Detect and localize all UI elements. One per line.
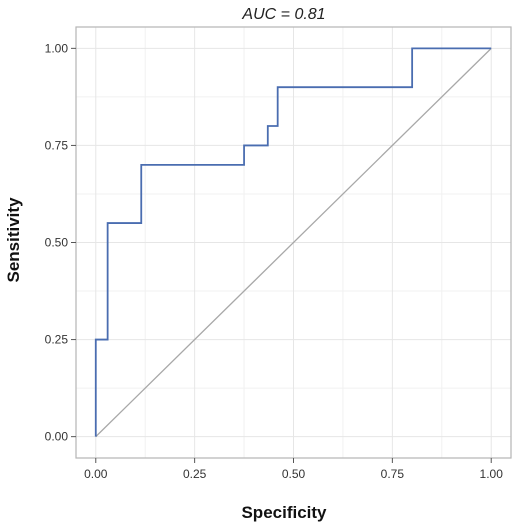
y-tick-label: 0.25 [45,333,69,347]
y-tick-label: 0.75 [45,138,69,152]
reference-diagonal-line [95,47,492,438]
axis-ticks: 0.00 0.25 0.50 0.75 1.00 0.00 0.25 0.50 0.75 1.00 [45,41,504,481]
x-axis-title: Specificity [241,503,327,522]
x-tick-label: 0.50 [282,467,306,481]
plot-lines [94,47,492,438]
x-tick-label: 0.75 [381,467,405,481]
y-tick-label: 0.50 [45,236,69,250]
roc-curve-line [94,47,492,437]
y-axis-title: Sensitivity [4,197,23,283]
x-tick-label: 1.00 [480,467,504,481]
y-tick-label: 1.00 [45,41,69,55]
x-tick-label: 0.00 [84,467,108,481]
x-tick-label: 0.25 [183,467,207,481]
y-tick-label: 0.00 [45,430,69,444]
chart-title: AUC = 0.81 [241,6,325,23]
gridlines [76,27,511,458]
